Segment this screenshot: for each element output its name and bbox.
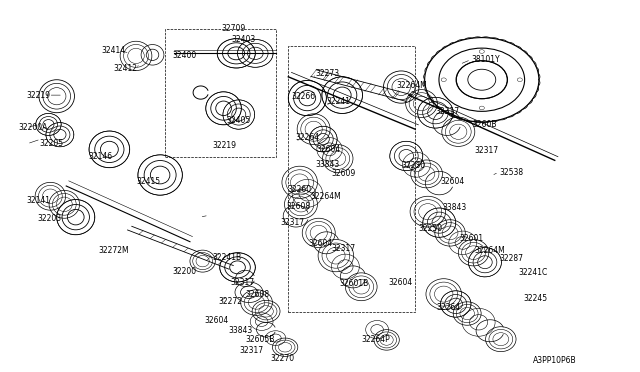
Text: 32601: 32601: [460, 234, 484, 243]
Text: 32412: 32412: [113, 64, 137, 73]
Text: 32604: 32604: [317, 145, 341, 154]
Text: 32272M: 32272M: [98, 246, 129, 254]
Text: 32317: 32317: [474, 145, 499, 155]
Text: 33843: 33843: [442, 203, 467, 212]
Text: 32538: 32538: [499, 167, 523, 177]
Text: 32270: 32270: [271, 355, 294, 363]
Text: 32264: 32264: [436, 303, 460, 312]
Text: 32400: 32400: [173, 51, 197, 60]
Text: 32264M: 32264M: [474, 246, 505, 254]
Text: 32604: 32604: [388, 278, 413, 286]
Text: 32203: 32203: [38, 215, 62, 224]
Text: 32608: 32608: [286, 202, 310, 211]
Text: 32609: 32609: [332, 169, 356, 178]
Text: 32230: 32230: [401, 161, 426, 170]
Text: 32264: 32264: [296, 133, 320, 142]
Text: 32608: 32608: [245, 289, 269, 299]
Text: 32241: 32241: [326, 97, 350, 106]
Text: 32250: 32250: [419, 224, 442, 232]
Text: 32317: 32317: [280, 218, 304, 227]
Text: 32405: 32405: [226, 116, 250, 125]
Text: 3260B: 3260B: [472, 120, 497, 129]
Text: 32414: 32414: [102, 46, 126, 55]
Text: A3PP10P6B: A3PP10P6B: [532, 356, 576, 365]
Text: 32219: 32219: [212, 141, 236, 150]
Text: 32601B: 32601B: [339, 279, 368, 288]
Text: 32604: 32604: [308, 240, 333, 248]
Text: 32241B: 32241B: [212, 253, 241, 262]
Text: 32317: 32317: [230, 278, 254, 286]
Text: 32605B: 32605B: [246, 336, 275, 344]
Text: 32264M: 32264M: [310, 192, 341, 202]
Text: 32317: 32317: [239, 346, 264, 355]
Text: 32709: 32709: [221, 24, 246, 33]
Text: 38101Y: 38101Y: [471, 55, 500, 64]
Text: 32273: 32273: [316, 69, 340, 78]
Text: 32264P: 32264P: [361, 335, 390, 344]
Text: 32200: 32200: [173, 266, 197, 276]
Text: 32604: 32604: [205, 316, 228, 325]
Text: 32287: 32287: [499, 254, 523, 263]
Text: 32260: 32260: [287, 185, 311, 194]
Text: 32266: 32266: [291, 92, 316, 101]
Text: 33843: 33843: [315, 160, 339, 169]
Text: 32272: 32272: [218, 297, 243, 306]
Text: 32205: 32205: [40, 140, 64, 148]
Text: 32245: 32245: [523, 294, 547, 303]
Text: 32264M: 32264M: [396, 81, 427, 90]
Text: 32200A: 32200A: [19, 123, 48, 132]
Text: 32317: 32317: [435, 107, 460, 116]
Text: 32146: 32146: [88, 152, 113, 161]
Text: 32241C: 32241C: [518, 267, 547, 277]
Text: 32219: 32219: [27, 91, 51, 100]
Text: 32317: 32317: [332, 244, 356, 253]
Text: 33843: 33843: [228, 326, 252, 335]
Text: 32604: 32604: [440, 177, 465, 186]
Text: 32403: 32403: [231, 35, 255, 44]
Text: 32141: 32141: [27, 196, 51, 205]
Text: 32415: 32415: [136, 177, 160, 186]
